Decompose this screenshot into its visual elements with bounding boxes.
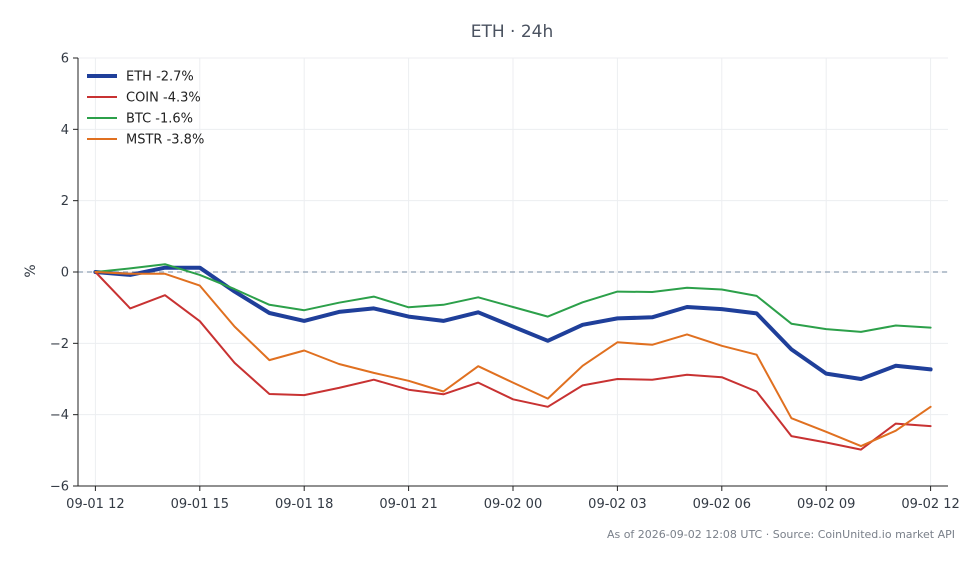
x-tick-label: 09-01 15	[171, 497, 229, 512]
series-line-3	[94, 271, 932, 448]
x-tick-label: 09-02 12	[901, 497, 959, 512]
x-tick-label: 09-01 12	[66, 497, 124, 512]
series-line-2	[94, 263, 932, 333]
y-tick-label: −4	[50, 408, 69, 423]
x-tick-label: 09-01 21	[379, 497, 437, 512]
x-tick-label: 09-02 06	[693, 497, 751, 512]
x-tick-label: 09-02 00	[484, 497, 542, 512]
source-footer: As of 2026-09-02 12:08 UTC · Source: Coi…	[607, 528, 955, 541]
x-tick-label: 09-02 03	[588, 497, 646, 512]
x-tick-label: 09-02 09	[797, 497, 855, 512]
y-tick-label: 6	[61, 52, 69, 67]
chart-title: ETH · 24h	[471, 22, 554, 42]
series-line-1	[94, 271, 932, 451]
x-tick-label: 09-01 18	[275, 497, 333, 512]
y-tick-label: 2	[61, 194, 69, 209]
legend: ETH -2.7% COIN -4.3% BTC -1.6% MSTR -3.8%	[87, 70, 204, 148]
legend-label-2: BTC -1.6%	[126, 112, 193, 127]
y-axis-label: %	[23, 264, 39, 277]
series-line-0	[93, 265, 933, 381]
y-tick-label: 0	[61, 266, 69, 281]
tick-labels: 6 4 2 0 −2 −4 −6 09-01 12 09-01 15 09-01 18 09-01 …	[50, 52, 960, 513]
legend-label-1: COIN -4.3%	[126, 91, 201, 106]
y-tick-label: −2	[50, 337, 69, 352]
series-lines	[93, 263, 933, 451]
y-tick-label: 4	[61, 123, 69, 138]
legend-label-3: MSTR -3.8%	[126, 133, 204, 148]
legend-label-0: ETH -2.7%	[126, 70, 194, 85]
y-tick-label: −6	[50, 480, 69, 495]
